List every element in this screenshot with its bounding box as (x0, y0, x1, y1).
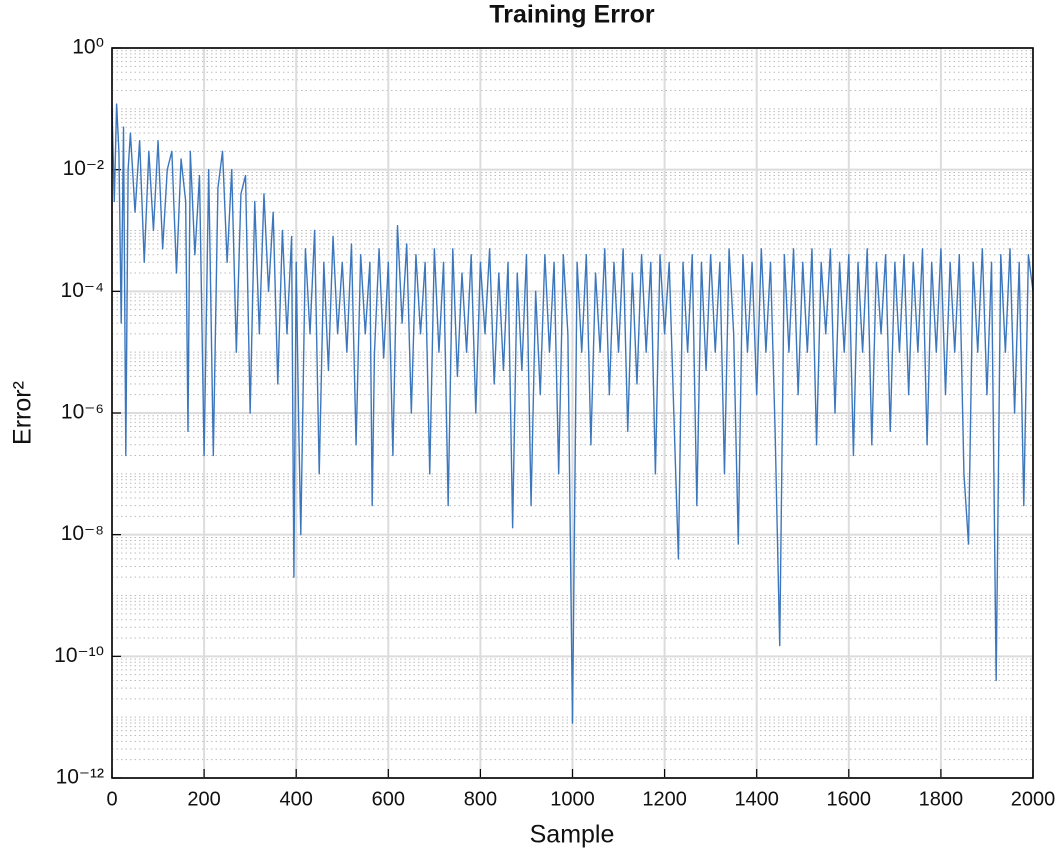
x-tick-label: 600 (372, 788, 405, 810)
x-tick-label: 800 (464, 788, 497, 810)
plot-frame (111, 47, 1034, 779)
y-tick-label: 10⁰ (72, 36, 104, 59)
y-tick-label: 10⁻⁶ (61, 401, 104, 424)
x-tick-label: 1000 (550, 788, 595, 810)
x-tick-label: 1800 (919, 788, 964, 810)
y-tick-label: 10⁻¹² (56, 766, 104, 789)
x-axis-label: Sample (530, 821, 615, 849)
x-tick-label: 1400 (734, 788, 779, 810)
x-tick-label: 2000 (1011, 788, 1056, 810)
x-tick-label: 400 (280, 788, 313, 810)
y-tick-label: 10⁻⁴ (61, 279, 104, 302)
y-tick-label: 10⁻² (63, 157, 104, 180)
x-tick-label: 1200 (642, 788, 687, 810)
chart-title: Training Error (489, 1, 655, 29)
x-tick-label: 200 (187, 788, 220, 810)
x-tick-label: 0 (106, 788, 117, 810)
y-tick-label: 10⁻¹⁰ (54, 644, 104, 667)
y-axis-label: Error² (9, 381, 37, 445)
y-tick-label: 10⁻⁸ (61, 522, 104, 545)
x-tick-label: 1600 (827, 788, 872, 810)
data-line (111, 103, 1034, 724)
